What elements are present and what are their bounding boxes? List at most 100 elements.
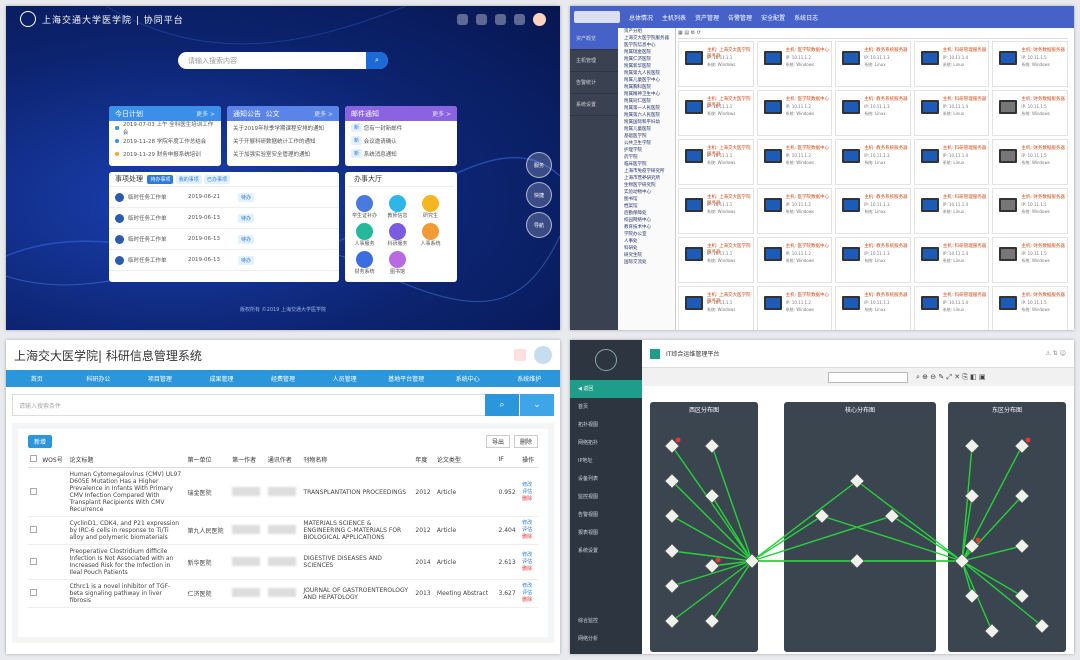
host-tile[interactable]: 主机: 科研管理服务器 IP: 10.11.1.4 系统: Linux: [913, 139, 990, 185]
review-link[interactable]: 评估: [522, 527, 533, 533]
avatar[interactable]: [534, 346, 552, 364]
sidebar-item[interactable]: IP地址: [578, 458, 593, 464]
tree-item[interactable]: 附属仁济医院: [624, 57, 651, 62]
tree-item[interactable]: 附属儿童医学中心: [624, 78, 660, 83]
expand-button[interactable]: ⌄: [520, 394, 554, 416]
host-tile[interactable]: 主机: 教务系统服务器 IP: 10.11.1.3 系统: Linux: [835, 41, 911, 87]
tab-todo[interactable]: 待办事项: [147, 174, 174, 184]
nav-platforms[interactable]: 基地平台管理: [388, 376, 425, 383]
home-icon[interactable]: [457, 13, 468, 25]
tree-item[interactable]: 临床医学院: [624, 162, 647, 167]
mail-item[interactable]: 新 会议邀请确认: [345, 134, 457, 147]
delete-link[interactable]: 删除: [522, 534, 533, 540]
tree-item[interactable]: 附属瑞金医院: [624, 50, 651, 55]
more-link[interactable]: 更多 >: [314, 111, 333, 118]
delete-link[interactable]: 删除: [522, 565, 533, 572]
host-tile[interactable]: 主机: 财务数据服务器 IP: 10.11.1.5 系统: Windows: [992, 286, 1068, 330]
tree-item[interactable]: 上海市免疫学研究所: [624, 169, 665, 174]
app-tile[interactable]: 科研服务: [381, 223, 414, 247]
host-tile[interactable]: 主机: 上海交大医学院服务器 IP: 10.11.1.1 系统: Windows: [678, 286, 754, 330]
header-icons[interactable]: ⚠ ⇅ ☺: [1045, 350, 1066, 357]
tab-logs[interactable]: 系统日志: [794, 14, 819, 22]
settings-icon[interactable]: [495, 13, 506, 25]
nav-office[interactable]: 科研办公: [86, 376, 111, 383]
more-link[interactable]: 更多 >: [432, 111, 451, 118]
tree-item[interactable]: 附属精神卫生中心: [624, 92, 660, 97]
tree-item[interactable]: 附属儿童医院: [624, 127, 651, 132]
tree-item[interactable]: 国际交流处: [624, 260, 647, 265]
host-tile[interactable]: 主机: 上海交大医学院服务器 IP: 10.11.1.1 系统: Windows: [678, 90, 754, 136]
host-tile[interactable]: 主机: 医学院数据中心 IP: 10.11.1.2 系统: Windows: [756, 188, 833, 234]
search-button[interactable]: ⌕: [485, 394, 519, 416]
table-row[interactable]: 临时任务工作单 2019-06-21 待办: [109, 187, 339, 208]
avatar[interactable]: [533, 12, 546, 26]
search-button[interactable]: ⌕: [366, 52, 388, 69]
table-row[interactable]: 临时任务工作单 2019-06-13 待办: [109, 250, 339, 271]
edit-link[interactable]: 修改: [522, 551, 533, 558]
sidebar-item[interactable]: 拓扑视图: [578, 422, 599, 428]
tree-item[interactable]: 公共卫生学院: [624, 141, 651, 146]
nav-funds[interactable]: 经费管理: [271, 376, 296, 383]
row-checkbox[interactable]: [30, 526, 37, 533]
sidebar-item-back[interactable]: ◀ 返回: [570, 380, 642, 398]
host-tile[interactable]: 主机: 科研管理服务器 IP: 10.11.1.4 系统: Linux: [913, 188, 990, 234]
host-tile[interactable]: 主机: 医学院数据中心 IP: 10.11.1.2 系统: Windows: [756, 41, 833, 87]
mail-item[interactable]: 新 您有一封新邮件: [345, 121, 457, 134]
app-tile[interactable]: 图书馆: [381, 251, 414, 275]
host-tile[interactable]: 主机: 上海交大医学院服务器 IP: 10.11.1.1 系统: Windows: [678, 139, 754, 185]
view-select[interactable]: [828, 371, 908, 383]
nav-people[interactable]: 人员管理: [332, 376, 357, 383]
tree-item[interactable]: 上海交大医学院服务器: [624, 36, 669, 41]
table-row[interactable]: 临时任务工作单 2019-06-13 待办: [109, 229, 339, 250]
host-tile[interactable]: 主机: 医学院数据中心 IP: 10.11.1.2 系统: Windows: [756, 90, 833, 136]
edit-link[interactable]: 修改: [522, 520, 533, 526]
host-tile[interactable]: 主机: 科研管理服务器 IP: 10.11.1.4 系统: Linux: [913, 90, 990, 136]
tree-item[interactable]: 研究生院: [624, 253, 642, 258]
app-tile[interactable]: 研究生: [414, 195, 447, 219]
menu-icon[interactable]: [650, 348, 660, 359]
delete-link[interactable]: 删除: [522, 495, 533, 502]
host-tile[interactable]: 主机: 医学院数据中心 IP: 10.11.1.2 系统: Windows: [756, 139, 833, 185]
edit-link[interactable]: 修改: [522, 481, 533, 488]
search-input[interactable]: 请输入搜索条件 ⌕ ⌄: [12, 394, 554, 416]
sidebar-item-alerts[interactable]: 告警统计: [570, 72, 618, 94]
todo-item[interactable]: 2019-11-28 学院年度工作总结会: [109, 134, 221, 147]
app-tile[interactable]: 教师信息: [381, 195, 414, 219]
tree-item[interactable]: 附属第九人民医院: [624, 71, 660, 76]
sidebar-item[interactable]: 系统设置: [578, 548, 599, 554]
sidebar-item-overview[interactable]: 资产概览: [570, 28, 618, 50]
sidebar-item[interactable]: 首页: [578, 404, 589, 410]
app-tile[interactable]: 学生证补办: [348, 195, 381, 219]
tree-item[interactable]: 附属国际和平妇幼: [624, 120, 660, 125]
tree-item[interactable]: 资产分组: [624, 29, 642, 34]
table-row[interactable]: CyclinD1, CDK4, and P21 expression by IR…: [28, 516, 538, 545]
app-tile[interactable]: 人事系统: [414, 223, 447, 247]
tree-item[interactable]: 基础医学院: [624, 134, 647, 139]
app-tile[interactable]: 财务系统: [348, 251, 381, 275]
tree-item[interactable]: 教育技术中心: [624, 225, 651, 230]
host-tile[interactable]: 主机: 医学院数据中心 IP: 10.11.1.2 系统: Windows: [756, 237, 833, 283]
app-tile[interactable]: 人事服务: [348, 223, 381, 247]
tree-item[interactable]: 附属第一人民医院: [624, 106, 660, 111]
tree-item[interactable]: 档案馆: [624, 204, 638, 209]
review-link[interactable]: 评估: [522, 590, 533, 596]
tab-security[interactable]: 安全配置: [761, 14, 786, 22]
notice-tab[interactable]: 公文: [265, 109, 280, 118]
todo-item[interactable]: 2019-07-03 上午 全科医生培训工作会: [109, 121, 221, 136]
tree-item[interactable]: 附属第六人民医院: [624, 113, 660, 118]
nav-maintenance[interactable]: 系统维护: [517, 376, 542, 383]
float-shortcut-button[interactable]: 快捷: [526, 182, 552, 208]
tree-item[interactable]: 上海市营养研究所: [624, 176, 660, 181]
tab-mine[interactable]: 我的事项: [175, 174, 202, 184]
sidebar-item[interactable]: 告警视图: [578, 512, 599, 518]
host-tile[interactable]: 主机: 科研管理服务器 IP: 10.11.1.4 系统: Linux: [913, 41, 990, 87]
toolbar-icons[interactable]: ⌕ ⊕ ⊖ ✎ ⤢ ✕ ⎘ ◧ ▣: [916, 372, 986, 381]
host-tile[interactable]: 主机: 财务数据服务器 IP: 10.11.1.5 系统: Windows: [992, 90, 1068, 136]
tree-item[interactable]: 药学院: [624, 155, 638, 160]
export-button[interactable]: 导出: [485, 435, 510, 448]
tree-item[interactable]: 生物医学研究院: [624, 183, 656, 188]
row-checkbox[interactable]: [30, 589, 37, 596]
delete-link[interactable]: 删除: [522, 597, 533, 603]
table-row[interactable]: Preoperative Clostridium difficile Infec…: [28, 544, 538, 580]
sidebar-item-analysis[interactable]: 网络分析: [578, 636, 599, 642]
